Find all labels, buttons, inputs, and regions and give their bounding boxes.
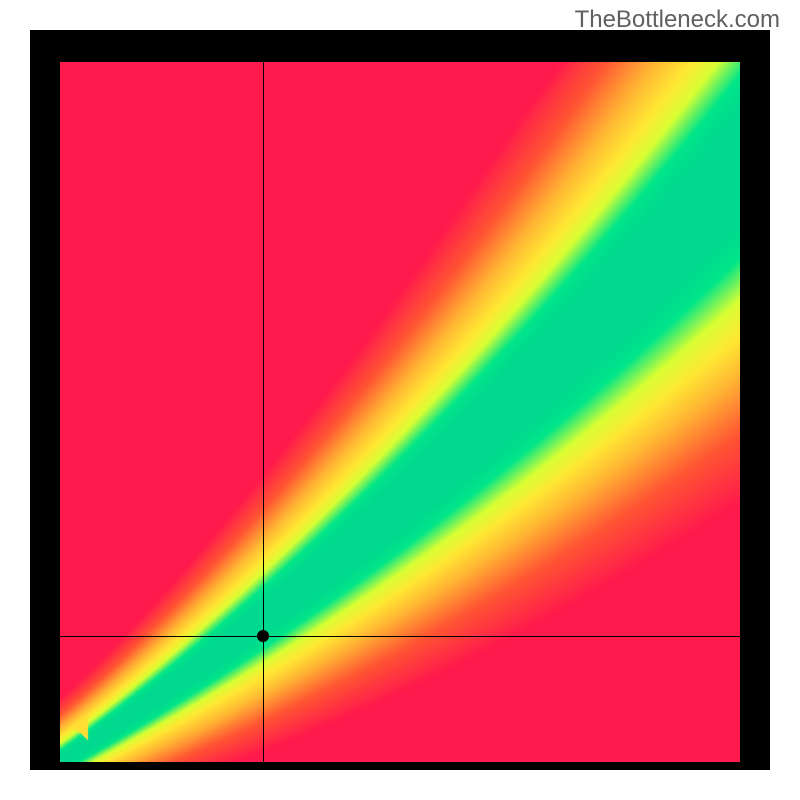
heatmap-canvas — [60, 62, 740, 762]
marker-dot — [257, 630, 269, 642]
chart-frame — [30, 30, 770, 770]
crosshair-horizontal — [60, 636, 740, 637]
watermark-text: TheBottleneck.com — [575, 6, 780, 34]
crosshair-vertical — [263, 62, 264, 762]
heatmap-plot — [60, 62, 740, 762]
chart-container: TheBottleneck.com — [0, 0, 800, 800]
